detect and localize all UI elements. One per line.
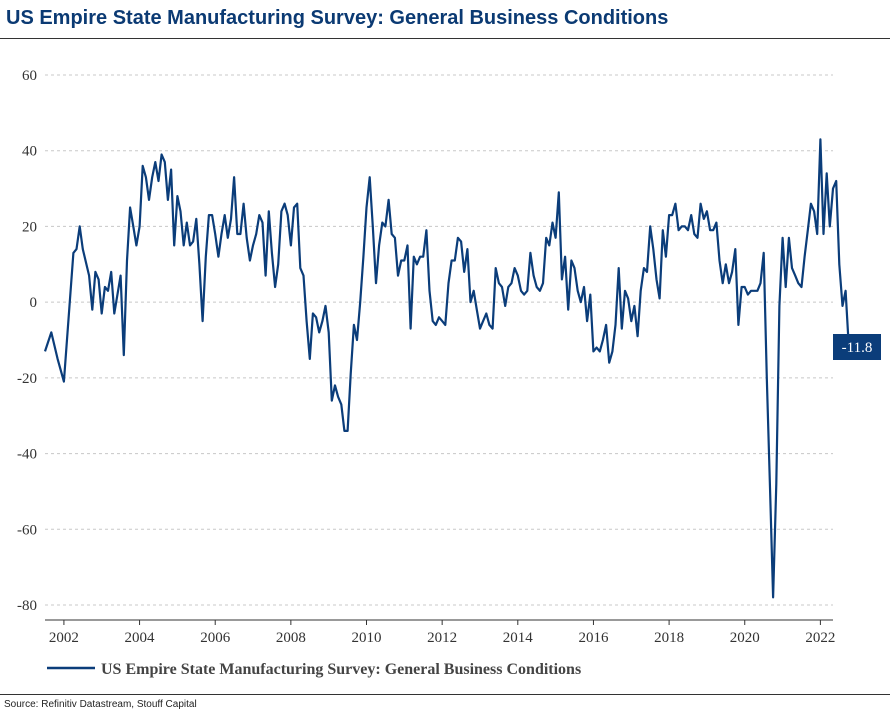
y-tick-label: 40 (22, 144, 37, 160)
x-tick-label: 2020 (730, 630, 760, 646)
y-tick-label: -20 (17, 371, 37, 387)
y-tick-label: 0 (30, 295, 38, 311)
legend-label: US Empire State Manufacturing Survey: Ge… (101, 661, 581, 678)
source-note: Source: Refinitiv Datastream, Stouff Cap… (4, 699, 197, 710)
y-tick-label: 60 (22, 68, 37, 84)
y-tick-label: -40 (17, 447, 37, 463)
x-tick-label: 2014 (503, 630, 534, 646)
y-tick-label: -60 (17, 522, 37, 538)
gridlines (45, 74, 833, 606)
series-line (43, 138, 850, 599)
x-tick-label: 2006 (200, 630, 231, 646)
last-value-label: -11.8 (833, 334, 881, 360)
x-tick-label: 2008 (276, 630, 306, 646)
x-tick-label: 2010 (352, 630, 382, 646)
chart-title: US Empire State Manufacturing Survey: Ge… (6, 7, 669, 29)
line-chart: 60 40 20 0 -20 -40 -60 -80 2002 2004 2006 2008 2010… (17, 68, 881, 678)
y-tick-label: 20 (22, 219, 37, 235)
y-axis-ticks: 60 40 20 0 -20 -40 -60 -80 (17, 68, 37, 614)
x-tick-label: 2022 (805, 630, 835, 646)
x-tick-label: 2016 (578, 630, 609, 646)
legend: US Empire State Manufacturing Survey: Ge… (47, 661, 581, 678)
x-tick-label: 2002 (49, 630, 79, 646)
x-axis-ticks: 2002 2004 2006 2008 2010 2012 2014 2016 2018 2020… (49, 620, 835, 646)
footer-divider (0, 694, 890, 695)
x-tick-label: 2012 (427, 630, 457, 646)
y-tick-label: -80 (17, 598, 37, 614)
x-tick-label: 2004 (125, 630, 156, 646)
x-tick-label: 2018 (654, 630, 684, 646)
last-value-text: -11.8 (842, 340, 873, 356)
title-divider (0, 38, 890, 39)
